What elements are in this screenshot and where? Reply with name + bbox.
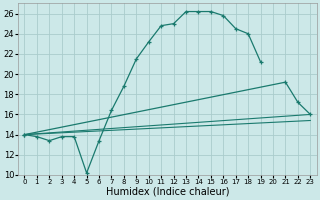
X-axis label: Humidex (Indice chaleur): Humidex (Indice chaleur) (106, 187, 229, 197)
